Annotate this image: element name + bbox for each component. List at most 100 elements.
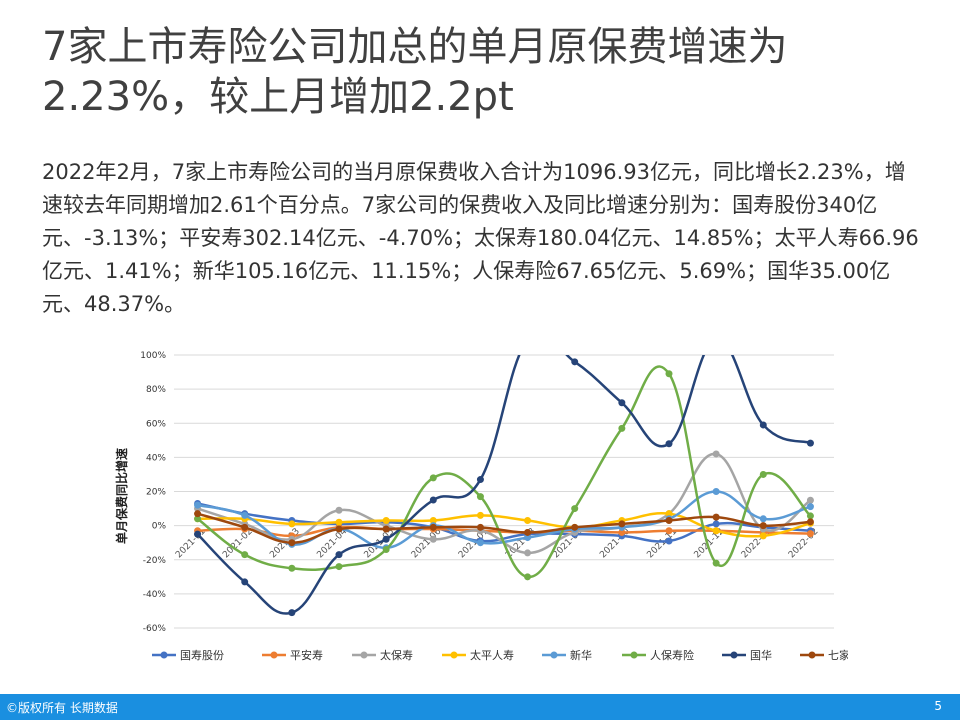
legend-label: 国寿股份 (180, 648, 224, 662)
data-point (618, 528, 626, 536)
data-point (194, 510, 202, 518)
data-point (288, 520, 296, 528)
data-point (288, 564, 296, 572)
legend-label: 七家合计 (828, 648, 848, 662)
data-point (618, 520, 626, 528)
series-太保寿 (194, 450, 814, 557)
legend-marker (360, 651, 368, 659)
data-point (665, 537, 673, 545)
data-point (194, 515, 202, 523)
legend-label: 人保寿险 (650, 648, 694, 662)
data-point (476, 539, 484, 547)
data-point (241, 523, 249, 531)
data-point (241, 511, 249, 519)
legend-marker (160, 651, 168, 659)
legend-item: 国寿股份 (152, 648, 224, 662)
data-point (288, 539, 296, 547)
data-point (524, 549, 532, 557)
y-tick-label: 0% (152, 522, 167, 532)
data-point (712, 559, 720, 567)
y-tick-label: -40% (143, 590, 167, 600)
data-point (429, 496, 437, 504)
series-七家合计 (194, 510, 814, 547)
data-point (759, 515, 767, 523)
data-point (665, 510, 673, 518)
data-point (335, 563, 343, 571)
data-point (806, 530, 814, 538)
chart-grid (174, 354, 834, 629)
data-point (335, 525, 343, 533)
legend-label: 平安寿 (290, 648, 323, 662)
data-point (524, 528, 532, 536)
data-point (759, 522, 767, 530)
legend-item: 七家合计 (800, 648, 872, 662)
data-point (429, 517, 437, 525)
data-point (618, 424, 626, 432)
series-line (197, 512, 811, 538)
data-point (476, 476, 484, 484)
legend-label: 新华 (570, 648, 592, 662)
data-point (382, 517, 390, 525)
data-point (806, 512, 814, 520)
series-line (197, 502, 811, 543)
footer-bar: ©版权所有 长期数据 5 (0, 694, 960, 720)
copyright-text: ©版权所有 长期数据 (6, 701, 118, 715)
data-point (618, 399, 626, 407)
legend-item: 平安寿 (262, 648, 323, 662)
data-point (571, 358, 579, 366)
y-tick-label: 100% (140, 351, 166, 361)
data-point (429, 535, 437, 543)
data-point (241, 551, 249, 559)
y-axis-ticks: 100% 80% 60% 40% 20% 0% -20% -40% -60% (140, 351, 166, 634)
data-point (194, 530, 202, 538)
data-point (665, 527, 673, 535)
legend-item: 国华 (722, 648, 772, 662)
series-line (197, 512, 811, 544)
y-tick-label: 40% (146, 453, 166, 463)
data-point (571, 523, 579, 531)
data-point (429, 523, 437, 531)
x-tick-label: 2021-01 (174, 527, 208, 561)
slide-title: 7家上市寿险公司加总的单月原保费增速为2.23%，较上月增加2.2pt (42, 24, 788, 120)
data-point (759, 470, 767, 478)
data-point (712, 520, 720, 528)
y-tick-label: 80% (146, 385, 166, 395)
data-point (476, 523, 484, 531)
data-point (806, 439, 814, 447)
data-point (712, 513, 720, 521)
legend-label: 国华 (750, 648, 772, 662)
data-point (713, 340, 720, 343)
series-line (196, 355, 811, 615)
legend-item: 人保寿险 (622, 648, 694, 662)
data-point (476, 511, 484, 519)
data-point (571, 505, 579, 513)
legend-marker (730, 651, 738, 659)
series-lines (194, 340, 814, 617)
data-point (759, 532, 767, 540)
data-point (712, 527, 720, 535)
data-point (665, 440, 673, 448)
data-point (806, 496, 814, 504)
data-point (429, 474, 437, 482)
data-point (194, 501, 202, 509)
y-tick-label: -20% (143, 556, 167, 566)
x-tick-label: 2021-06 (410, 526, 444, 560)
legend-item: 太保寿 (352, 648, 413, 662)
data-point (524, 340, 531, 343)
data-point (665, 370, 673, 378)
summary-paragraph: 2022年2月，7家上市寿险公司的当月原保费收入合计为1096.93亿元，同比增… (42, 160, 919, 316)
data-point (335, 506, 343, 514)
data-point (382, 525, 390, 533)
data-point (241, 578, 249, 586)
x-tick-label: 2022-02 (787, 527, 821, 561)
legend-marker (270, 651, 278, 659)
legend-marker (450, 651, 458, 659)
legend-item: 新华 (542, 648, 592, 662)
data-point (806, 518, 814, 526)
legend-item: 太平人寿 (442, 648, 514, 662)
data-point (288, 609, 296, 617)
legend-marker (630, 651, 638, 659)
data-point (524, 517, 532, 525)
data-point (382, 535, 390, 543)
series-人保寿险 (194, 365, 814, 581)
